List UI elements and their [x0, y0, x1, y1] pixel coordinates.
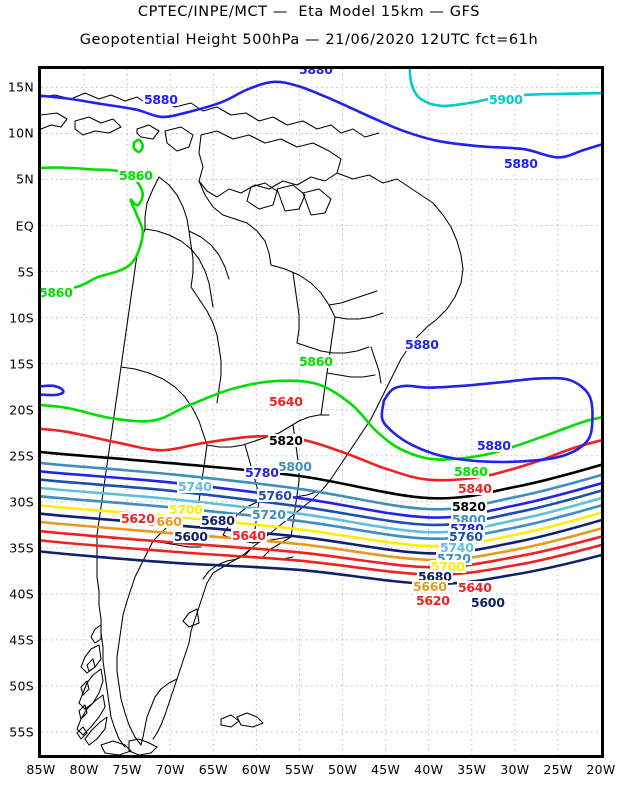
contour-line [41, 427, 601, 482]
contour-label-layer: 5900 5880 5880 5880 5880 5880 5860 5860 5860 5860… [41, 69, 601, 755]
contour-label-5660: 5660 [412, 579, 448, 594]
y-tick-10N: 10N [7, 125, 34, 141]
contour-label-5820: 5820 [451, 499, 487, 514]
y-tick-50S: 50S [9, 678, 34, 694]
x-tick-55W: 55W [284, 762, 315, 777]
contour-line [132, 138, 144, 154]
x-tick-60W: 60W [241, 762, 271, 777]
x-tick-85W: 85W [26, 762, 56, 777]
x-tick-75W: 75W [112, 762, 142, 777]
contour-label-5740: 5740 [177, 479, 213, 494]
contour-line [41, 450, 601, 500]
contour-label-5600: 5600 [470, 595, 506, 610]
contour-label-5640: 5640 [268, 394, 304, 409]
y-tick-45S: 45S [9, 632, 34, 648]
contour-label-5900: 5900 [488, 92, 524, 107]
contour-label-5680: 5680 [417, 569, 453, 584]
contour-line [41, 494, 601, 541]
y-tick-30S: 30S [9, 494, 34, 510]
contour-line [41, 550, 601, 586]
contour-label-5880: 5880 [143, 92, 179, 107]
contour-label-5760: 5760 [448, 529, 484, 544]
y-tick-20S: 20S [9, 402, 34, 418]
contour-line [41, 478, 601, 527]
contour-label-5740: 5740 [439, 540, 475, 555]
y-tick-10S: 10S [9, 310, 34, 326]
y-tick-35S: 35S [9, 540, 34, 556]
contour-line [41, 379, 601, 461]
contour-line [41, 80, 601, 159]
contour-label-5800: 5800 [277, 459, 313, 474]
contour-label-5820: 5820 [268, 433, 304, 448]
contour-line [41, 539, 601, 576]
contour-label-5680: 5680 [200, 513, 236, 528]
contour-label-5760: 5760 [257, 488, 293, 503]
x-tick-25W: 25W [543, 762, 573, 777]
contour-map-svg [41, 69, 601, 755]
x-tick-35W: 35W [457, 762, 487, 777]
contour-label-5860: 5860 [118, 168, 154, 183]
contour-line [41, 512, 601, 555]
contour-label-5860: 5860 [453, 464, 489, 479]
contour-label-5780: 5780 [244, 465, 280, 480]
y-tick-EQ: EQ [15, 218, 34, 234]
contour-line [41, 470, 601, 519]
x-tick-65W: 65W [198, 762, 228, 777]
y-tick-5N: 5N [16, 171, 34, 187]
y-tick-40S: 40S [9, 586, 34, 602]
x-tick-45W: 45W [371, 762, 401, 777]
contour-line [41, 166, 145, 293]
contour-line [41, 504, 601, 548]
contour-line [380, 376, 594, 464]
map-canvas: 5900 5880 5880 5880 5880 5880 5860 5860 5860 5860… [41, 69, 601, 755]
contour-label-5880: 5880 [476, 438, 512, 453]
contour-label-5600: 5600 [173, 529, 209, 544]
y-tick-5S: 5S [17, 264, 34, 280]
y-tick-15S: 15S [9, 356, 34, 372]
contour-label-5860: 5860 [298, 354, 334, 369]
contour-label-5860: 5860 [41, 286, 74, 299]
y-tick-15N: 15N [7, 79, 34, 95]
contour-line [41, 461, 601, 511]
x-tick-30W: 30W [500, 762, 530, 777]
contour-label-5840: 5840 [457, 481, 493, 496]
contour-line [41, 520, 601, 562]
contour-line [41, 529, 601, 569]
x-tick-20W: 20W [586, 762, 616, 777]
contour-label-5700: 5700 [168, 502, 204, 517]
contour-label-5880: 5880 [503, 156, 539, 171]
contour-label-5640: 5640 [231, 528, 267, 543]
y-tick-55S: 55S [9, 724, 34, 740]
map-plot-area: 5900 5880 5880 5880 5880 5880 5860 5860 5860 5860… [38, 66, 604, 758]
contour-label-5620: 5620 [120, 511, 156, 526]
contour-label-5720: 5720 [251, 507, 287, 522]
page-subtitle: Geopotential Height 500hPa — 21/06/2020 … [79, 32, 539, 48]
x-tick-80W: 80W [69, 762, 99, 777]
contour-line [41, 486, 601, 534]
y-tick-25S: 25S [9, 448, 34, 464]
contour-label-5880: 5880 [298, 69, 334, 76]
contour-line [408, 69, 601, 108]
x-tick-70W: 70W [155, 762, 185, 777]
contour-label-5660: 5660 [147, 514, 183, 529]
contour-line [41, 384, 65, 397]
contour-layer [41, 69, 601, 586]
contour-label-5620: 5620 [415, 593, 451, 608]
x-tick-40W: 40W [414, 762, 444, 777]
x-tick-50W: 50W [327, 762, 358, 777]
contour-label-5880: 5880 [404, 337, 440, 352]
contour-label-5700: 5700 [430, 559, 466, 574]
contour-label-5640: 5640 [457, 580, 493, 595]
page-title: CPTEC/INPE/MCT — Eta Model 15km — GFS [137, 4, 481, 20]
